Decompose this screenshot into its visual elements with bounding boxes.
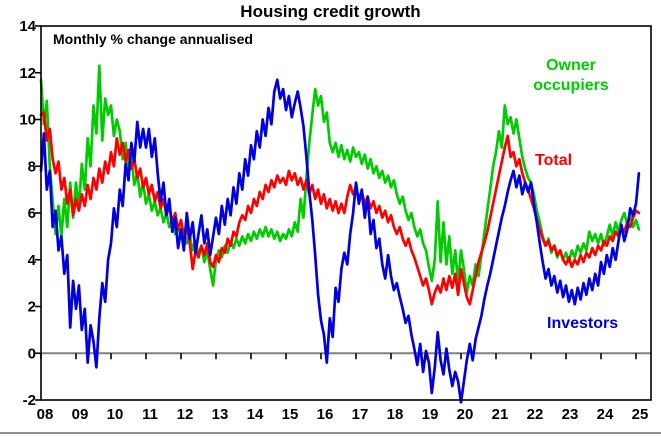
- x-tick-label: 24: [597, 406, 614, 423]
- y-tick-label: 6: [28, 205, 36, 222]
- legend-owner-occupiers: Owner occupiers: [505, 56, 637, 96]
- x-tick-label: 15: [282, 406, 299, 423]
- x-tick-label: 10: [107, 406, 124, 423]
- x-tick-label: 22: [527, 406, 544, 423]
- y-tick-label: 12: [19, 65, 36, 82]
- x-tick-label: 17: [352, 406, 369, 423]
- legend-total: Total: [535, 152, 573, 169]
- series-lines: [39, 64, 641, 404]
- x-tick-label: 21: [492, 406, 509, 423]
- chart-title: Housing credit growth: [240, 2, 421, 21]
- x-tick-label: 08: [37, 406, 54, 423]
- y-tick-label: 10: [19, 112, 36, 129]
- x-tick-label: 16: [317, 406, 334, 423]
- y-tick-label: 0: [28, 345, 36, 362]
- x-tick-label: 18: [387, 406, 404, 423]
- axis-ticks: [35, 25, 637, 401]
- y-tick-label: 14: [19, 18, 36, 35]
- legend-owner-line1: Owner: [546, 57, 596, 74]
- y-axis-labels: 14 12 10 8 6 4 2 0 -2: [19, 18, 36, 409]
- x-tick-label: 09: [72, 406, 89, 423]
- x-tick-label: 13: [212, 406, 229, 423]
- x-tick-label: 23: [562, 406, 579, 423]
- legend-investors: Investors: [547, 315, 619, 332]
- y-tick-label: -2: [23, 392, 36, 409]
- x-tick-label: 14: [247, 406, 264, 423]
- x-tick-label: 12: [177, 406, 194, 423]
- chart-subtitle: Monthly % change annualised: [53, 31, 253, 47]
- x-tick-label: 11: [142, 406, 158, 423]
- x-tick-label: 19: [422, 406, 439, 423]
- x-axis-labels: 08 09 10 11 12 13 14 15 16 17 18 19 20 21 22 23 24 25: [37, 406, 649, 423]
- y-tick-label: 2: [28, 299, 36, 316]
- x-tick-label: 25: [632, 406, 649, 423]
- legend-owner-line2: occupiers: [533, 77, 609, 94]
- x-tick-label: 20: [457, 406, 474, 423]
- y-tick-label: 4: [28, 252, 37, 269]
- y-tick-label: 8: [28, 158, 36, 175]
